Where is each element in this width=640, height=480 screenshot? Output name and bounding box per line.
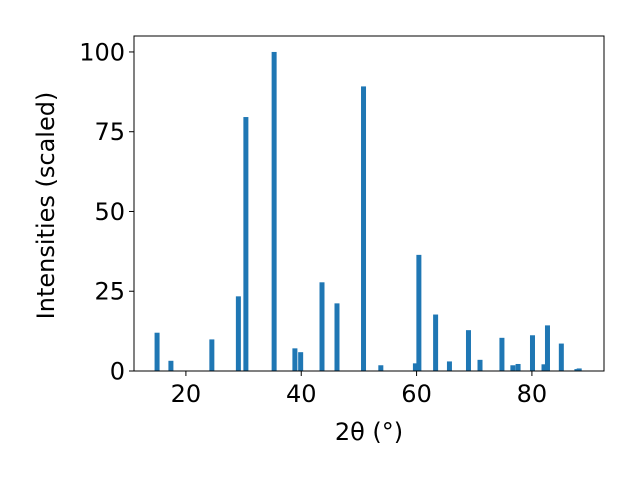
bar <box>361 86 367 371</box>
plot-frame <box>133 35 605 372</box>
x-tick-label: 80 <box>517 380 548 408</box>
bar <box>154 332 160 371</box>
y-tick-label: 50 <box>94 198 125 226</box>
y-tick-label: 25 <box>94 278 125 306</box>
y-tick-label: 100 <box>79 38 125 66</box>
bar <box>412 363 418 371</box>
x-tick-label: 60 <box>401 380 432 408</box>
bar <box>235 296 241 371</box>
y-axis-ticks: 0 25 50 75 100 <box>79 38 134 386</box>
y-axis-label: Intensities (scaled) <box>32 92 60 320</box>
bar <box>529 335 535 371</box>
bar <box>378 365 384 371</box>
x-axis-label: 2θ (°) <box>335 418 403 446</box>
y-tick-label: 0 <box>110 358 125 386</box>
x-tick-label: 20 <box>171 380 202 408</box>
bar <box>319 282 325 371</box>
bar <box>558 343 564 371</box>
bar <box>271 51 277 371</box>
bar <box>298 352 304 371</box>
x-tick-label: 40 <box>286 380 317 408</box>
y-tick-label: 75 <box>94 118 125 146</box>
bar <box>209 339 215 371</box>
bar <box>334 303 340 371</box>
bar <box>292 348 298 371</box>
bar <box>433 314 439 371</box>
x-axis-ticks: 20 40 60 80 <box>171 371 548 408</box>
bar <box>544 325 550 371</box>
bar <box>243 117 249 371</box>
bar <box>477 359 483 371</box>
bar <box>168 360 174 371</box>
bar <box>499 337 505 371</box>
bar <box>515 363 521 371</box>
bar <box>446 361 452 371</box>
bar <box>416 254 422 371</box>
bar <box>510 365 516 371</box>
bars-group <box>154 51 582 371</box>
bar <box>465 330 471 371</box>
bar <box>576 368 582 371</box>
bar <box>541 364 547 371</box>
